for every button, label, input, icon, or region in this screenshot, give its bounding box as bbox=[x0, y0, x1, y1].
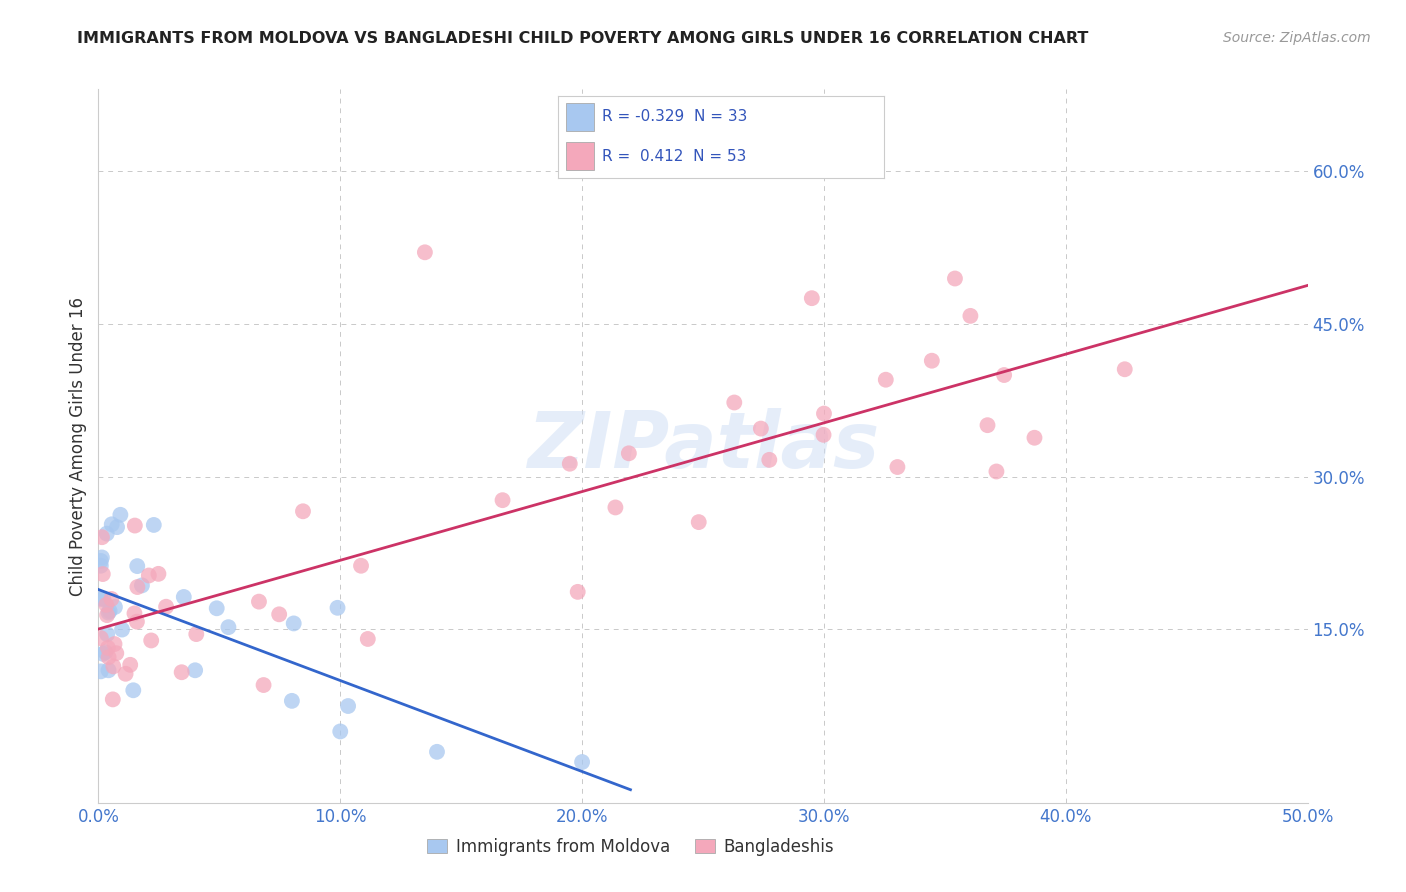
Point bbox=[491, 493, 513, 508]
Point bbox=[114, 666, 136, 681]
Point bbox=[558, 457, 581, 471]
Point bbox=[93, 591, 115, 606]
Y-axis label: Child Poverty Among Girls Under 16: Child Poverty Among Girls Under 16 bbox=[69, 296, 87, 596]
Point bbox=[921, 353, 943, 368]
Point bbox=[986, 465, 1008, 479]
Point bbox=[758, 453, 780, 467]
Point bbox=[97, 640, 120, 655]
Point bbox=[90, 550, 112, 565]
Legend: Immigrants from Moldova, Bangladeshis: Immigrants from Moldova, Bangladeshis bbox=[420, 831, 841, 863]
Point bbox=[131, 578, 153, 592]
Point bbox=[357, 632, 380, 646]
Point bbox=[90, 558, 112, 573]
Point bbox=[138, 568, 160, 582]
Point bbox=[120, 657, 142, 672]
Point bbox=[100, 591, 122, 606]
Point bbox=[98, 604, 121, 618]
Point bbox=[124, 607, 146, 621]
Point bbox=[96, 627, 118, 641]
Point bbox=[110, 508, 132, 522]
Point bbox=[96, 598, 118, 612]
Point bbox=[291, 504, 314, 518]
Point bbox=[337, 699, 360, 714]
Point bbox=[186, 627, 208, 641]
Point bbox=[142, 517, 165, 532]
Point bbox=[1024, 431, 1046, 445]
Point bbox=[90, 665, 112, 679]
Point bbox=[96, 608, 118, 623]
Point bbox=[141, 633, 163, 648]
Point bbox=[124, 518, 146, 533]
Point bbox=[104, 600, 127, 615]
Point bbox=[155, 599, 177, 614]
Point bbox=[97, 606, 120, 620]
Point bbox=[97, 650, 120, 665]
Point bbox=[217, 620, 239, 634]
Point bbox=[813, 407, 835, 421]
Point bbox=[111, 623, 134, 637]
Point bbox=[100, 517, 122, 532]
Point bbox=[125, 615, 148, 629]
Point bbox=[688, 515, 710, 529]
Point bbox=[101, 692, 124, 706]
Point bbox=[605, 500, 627, 515]
Text: ZIPatlas: ZIPatlas bbox=[527, 408, 879, 484]
Point bbox=[105, 520, 128, 534]
Point bbox=[103, 659, 125, 673]
Point bbox=[97, 663, 120, 677]
Point bbox=[127, 580, 149, 594]
Point bbox=[90, 554, 112, 568]
Point bbox=[148, 566, 170, 581]
Point bbox=[184, 663, 207, 677]
Point bbox=[959, 309, 981, 323]
Point bbox=[943, 271, 966, 285]
Point bbox=[749, 421, 772, 435]
Point bbox=[96, 526, 118, 541]
Point bbox=[976, 418, 998, 433]
Point bbox=[91, 647, 114, 661]
Point bbox=[269, 607, 291, 622]
Point bbox=[127, 559, 149, 574]
Point bbox=[886, 460, 908, 475]
Point bbox=[91, 530, 114, 544]
Point bbox=[105, 646, 128, 660]
Point bbox=[723, 395, 745, 409]
Point bbox=[281, 694, 304, 708]
Point bbox=[567, 585, 589, 599]
Point bbox=[413, 245, 436, 260]
Point bbox=[329, 724, 352, 739]
Point bbox=[91, 567, 114, 582]
Point bbox=[993, 368, 1015, 382]
Point bbox=[90, 631, 112, 645]
Point bbox=[1114, 362, 1136, 376]
Point bbox=[103, 637, 125, 651]
Point bbox=[205, 601, 228, 615]
Point bbox=[800, 291, 823, 305]
Text: IMMIGRANTS FROM MOLDOVA VS BANGLADESHI CHILD POVERTY AMONG GIRLS UNDER 16 CORREL: IMMIGRANTS FROM MOLDOVA VS BANGLADESHI C… bbox=[77, 31, 1088, 46]
Point bbox=[122, 683, 145, 698]
Point bbox=[90, 591, 112, 606]
Point bbox=[173, 590, 195, 604]
Text: Source: ZipAtlas.com: Source: ZipAtlas.com bbox=[1223, 31, 1371, 45]
Point bbox=[170, 665, 193, 680]
Point bbox=[326, 600, 349, 615]
Point bbox=[617, 446, 640, 460]
Point bbox=[426, 745, 449, 759]
Point bbox=[247, 594, 270, 608]
Point bbox=[283, 616, 305, 631]
Point bbox=[813, 427, 835, 442]
Point bbox=[350, 558, 373, 573]
Point bbox=[94, 645, 117, 659]
Point bbox=[571, 755, 593, 769]
Point bbox=[252, 678, 274, 692]
Point bbox=[875, 373, 897, 387]
